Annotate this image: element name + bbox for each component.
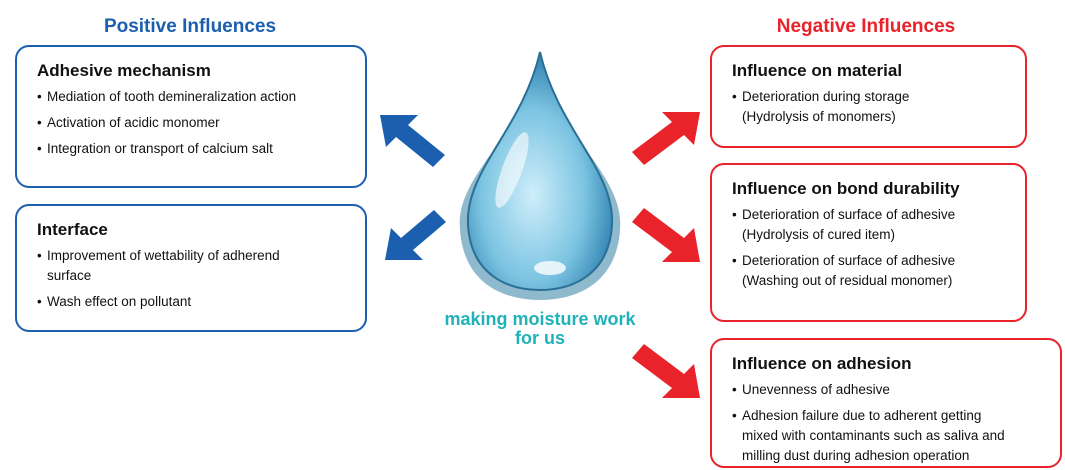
item-line: milling dust during adhesion operation	[732, 446, 1060, 466]
bullet-item: Wash effect on pollutant	[37, 292, 365, 312]
box-title: Influence on bond durability	[732, 179, 1025, 199]
item-line: Wash effect on pollutant	[37, 292, 365, 312]
arrow	[632, 344, 700, 398]
bullet-item: Improvement of wettability of adherendsu…	[37, 246, 365, 286]
item-line: (Hydrolysis of cured item)	[732, 225, 1025, 245]
box-title: Adhesive mechanism	[37, 61, 365, 81]
item-line: Activation of acidic monomer	[37, 113, 365, 133]
info-box: Interface Improvement of wettability of a…	[15, 204, 367, 332]
bullet-item: Adhesion failure due to adherent getting…	[732, 406, 1060, 466]
item-line: (Hydrolysis of monomers)	[732, 107, 1025, 127]
caption-line: for us	[390, 329, 690, 348]
droplet-highlight	[534, 261, 566, 275]
caption-line: making moisture work	[390, 310, 690, 329]
item-line: Adhesion failure due to adherent getting	[732, 406, 1060, 426]
bullet-item: Unevenness of adhesive	[732, 380, 1060, 400]
item-line: mixed with contaminants such as saliva a…	[732, 426, 1060, 446]
item-line: Deterioration during storage	[732, 87, 1025, 107]
bullet-item: Integration or transport of calcium salt	[37, 139, 365, 159]
info-box: Influence on bond durability Deterioratio…	[710, 163, 1027, 322]
arrow	[632, 112, 700, 165]
page: Positive Influences Negative Influences …	[0, 0, 1065, 470]
positive-header: Positive Influences	[40, 16, 340, 38]
info-box: Adhesive mechanism Mediation of tooth dem…	[15, 45, 367, 188]
item-line: Deterioration of surface of adhesive	[732, 251, 1025, 271]
item-line: (Washing out of residual monomer)	[732, 271, 1025, 291]
info-box: Influence on adhesion Unevenness of adhes…	[710, 338, 1062, 468]
negative-header: Negative Influences	[716, 16, 1016, 38]
item-line: Mediation of tooth demineralization acti…	[37, 87, 365, 107]
arrow	[380, 115, 445, 167]
item-line: Unevenness of adhesive	[732, 380, 1060, 400]
box-title: Influence on adhesion	[732, 354, 1060, 374]
item-line: surface	[37, 266, 365, 286]
bullet-item: Deterioration of surface of adhesive(Was…	[732, 251, 1025, 291]
item-line: Deterioration of surface of adhesive	[732, 205, 1025, 225]
info-box: Influence on material Deterioration durin…	[710, 45, 1027, 148]
arrow	[385, 210, 446, 260]
bullet-item: Activation of acidic monomer	[37, 113, 365, 133]
box-title: Influence on material	[732, 61, 1025, 81]
bullet-item: Deterioration during storage(Hydrolysis …	[732, 87, 1025, 127]
droplet	[468, 52, 612, 290]
item-line: Improvement of wettability of adherend	[37, 246, 365, 266]
caption: making moisture work for us	[390, 310, 690, 348]
bullet-item: Deterioration of surface of adhesive(Hyd…	[732, 205, 1025, 245]
arrow	[632, 208, 700, 262]
bullet-item: Mediation of tooth demineralization acti…	[37, 87, 365, 107]
item-line: Integration or transport of calcium salt	[37, 139, 365, 159]
box-title: Interface	[37, 220, 365, 240]
